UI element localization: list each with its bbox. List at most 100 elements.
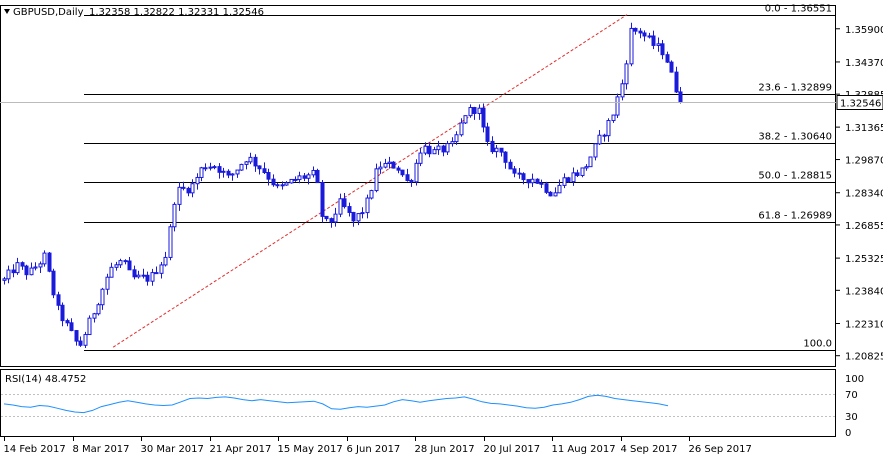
candle-body [212,166,217,169]
candle-body [329,218,334,223]
candle-body [651,35,656,46]
candle-body [530,178,535,184]
candle-body [136,274,141,278]
candle-body [181,186,186,189]
time-tick-label: 30 Mar 2017 [141,444,204,455]
candle-body [320,182,325,217]
candle-body [168,226,173,258]
candle-body [315,169,320,184]
candle-body [280,184,285,187]
rsi-axis: 100 70 30 0 [845,374,864,439]
current-price-box [836,95,883,110]
candle-body [405,174,410,181]
candle-body [100,288,105,306]
rsi-tick-label: 100 [845,374,864,385]
candle-body [454,134,459,143]
candle-body [445,143,450,153]
candle-body [351,211,356,222]
candle-body [499,147,504,153]
time-tick-label: 6 Jun 2017 [347,444,401,455]
price-tick-label: 1.26855 [845,221,883,232]
candle-body [374,168,379,192]
time-tick-label: 28 Jun 2017 [415,444,475,455]
candle-body [203,167,208,170]
candle-body [132,269,137,278]
candle-body [571,172,576,183]
candle-body [338,198,343,215]
candle-body [575,172,580,176]
candle-body [508,161,513,170]
candle-body [450,141,455,145]
candle-body [333,213,338,223]
time-tick-label: 4 Sep 2017 [621,444,678,455]
candle-body [360,212,365,215]
candle-body [217,166,222,173]
candle-body [624,63,629,85]
fib-level-label: 50.0 - 1.28815 [758,171,832,182]
candle-body [20,262,25,267]
candle-body [92,313,97,319]
candle-body [38,263,43,268]
fib-level-label: 23.6 - 1.32899 [758,83,832,94]
candle-body [24,265,29,276]
candle-body [396,167,401,171]
candle-body [311,169,316,176]
candle-body [544,183,549,193]
rsi-tick-label: 70 [845,390,858,401]
candle-body [580,167,585,176]
candle-body [69,322,74,332]
candle-body [678,91,683,103]
candle-body [284,182,289,186]
price-tick-label: 1.28340 [845,189,883,200]
candle-body [485,126,490,142]
candle-body [423,145,428,154]
candle-body [208,166,213,169]
candle-body [593,143,598,158]
candle-body [324,215,329,220]
fib-level-label: 100.0 [803,339,832,350]
candle-body [611,114,616,122]
rsi-indicator [1,394,836,417]
candle-body [553,192,558,197]
candle-body [633,27,638,32]
fibonacci-retracement[interactable]: 0.0 - 1.36551 23.6 - 1.32899 38.2 - 1.3064… [84,4,836,351]
candle-body [302,175,307,179]
candle-body [42,252,47,265]
price-pane[interactable] [0,5,836,367]
rsi-pane[interactable] [0,369,836,437]
candle-body [105,276,110,290]
candle-body [96,304,101,315]
candle-body [114,264,119,268]
candle-body [29,267,34,276]
candle-body [150,272,155,282]
candle-body [253,156,258,167]
candle-body [629,27,634,65]
fib-level-label: 38.2 - 1.30640 [758,132,832,143]
candle-body [597,134,602,145]
candle-body [145,274,150,282]
candle-body [418,152,423,164]
candle-body [342,198,347,208]
candle-body [517,172,522,175]
candle-body [391,161,396,169]
candle-body [620,83,625,98]
candle-body [257,165,262,170]
dashed-trendline[interactable] [112,14,628,348]
candle-body [463,115,468,124]
trendline[interactable] [112,14,628,348]
candle-body [674,71,679,93]
candle-body [118,260,123,266]
fib-level-label: 0.0 - 1.36551 [765,4,832,15]
dropdown-triangle-icon[interactable] [4,9,10,14]
candle-body [195,176,200,185]
candle-body [526,179,531,184]
candle-body [539,182,544,185]
candle-body [83,334,88,346]
candle-body [141,274,146,277]
candle-body [123,260,128,263]
candle-body [87,317,92,336]
candle-body [199,167,204,178]
current-price-marker: 1.32546 [0,95,883,110]
candle-body [468,107,473,117]
